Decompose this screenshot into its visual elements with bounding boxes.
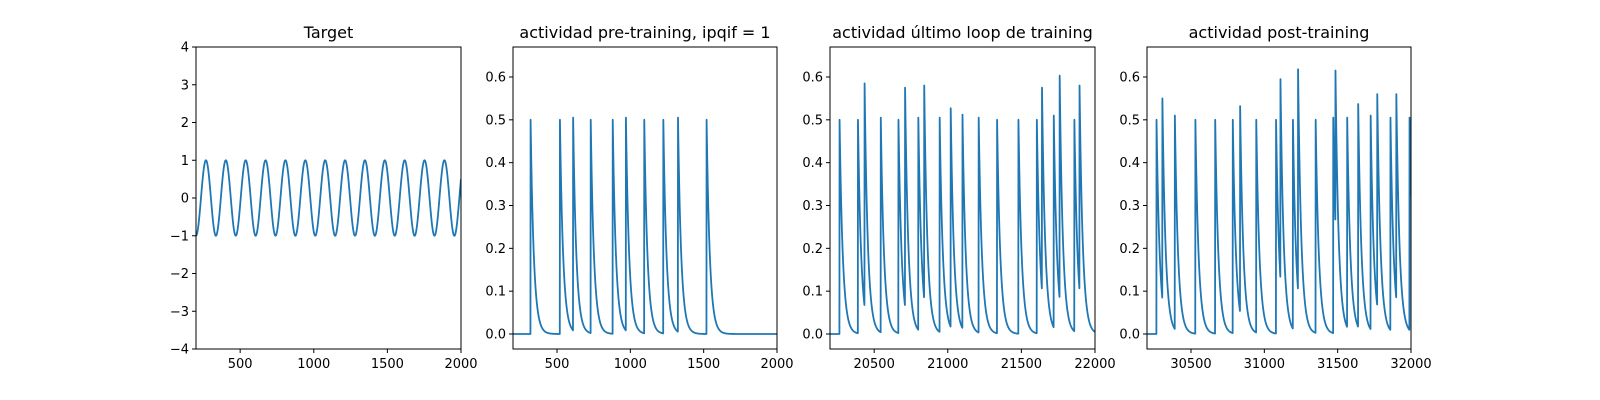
x-tick-label: 2000 — [444, 357, 477, 372]
y-tick-label: 0.6 — [1119, 70, 1140, 85]
subplot-4: 30500 31000 31500 32000 0.0 0.1 0.2 0.3 0.4 0.5 0.… — [1119, 23, 1431, 372]
subplot-1: 500 1000 1500 2000 −4 −3 −2 −1 0 1 2 3 4 Target — [170, 23, 478, 372]
x-tick-label: 1000 — [297, 357, 330, 372]
x-tick-label: 31500 — [1317, 357, 1358, 372]
y-tick-label: 0.0 — [1119, 328, 1140, 343]
y-tick-label: 0.2 — [802, 242, 823, 257]
series-line-1 — [196, 159, 461, 237]
y-tick-label: 0.5 — [802, 113, 823, 128]
series-line-1 — [1147, 68, 1411, 335]
y-tick-label: 0.0 — [485, 328, 506, 343]
y-tick-label: −3 — [170, 305, 189, 320]
y-tick-label: 0.6 — [485, 70, 506, 85]
y-tick-label: 0.0 — [802, 328, 823, 343]
y-tick-label: 0.4 — [485, 156, 506, 171]
x-tick-label: 1500 — [371, 357, 404, 372]
y-tick-label: −2 — [170, 267, 189, 282]
y-tick-label: 4 — [181, 41, 189, 56]
x-tick-label: 30500 — [1170, 357, 1211, 372]
x-tick-label: 22000 — [1074, 357, 1115, 372]
y-tick-label: 2 — [181, 116, 189, 131]
y-tick-label: 0.6 — [802, 70, 823, 85]
y-tick-label: −4 — [170, 343, 189, 358]
x-tick-label: 500 — [228, 357, 253, 372]
y-tick-label: 0.3 — [1119, 199, 1140, 214]
y-tick-label: 0.1 — [802, 285, 823, 300]
y-tick-label: 0.2 — [1119, 242, 1140, 257]
subplot-title: actividad último loop de training — [832, 23, 1093, 42]
x-tick-label: 2000 — [760, 357, 793, 372]
x-tick-label: 500 — [545, 357, 570, 372]
x-tick-label: 31000 — [1244, 357, 1285, 372]
subplot-2: 500 1000 1500 2000 0.0 0.1 0.2 0.3 0.4 0.5 0.6 acti… — [485, 23, 793, 372]
axes-frame — [512, 46, 778, 350]
axes-frame — [829, 46, 1096, 350]
subplot-title: actividad post-training — [1189, 23, 1370, 42]
x-tick-label: 1000 — [614, 357, 647, 372]
subplot-title: Target — [303, 23, 354, 42]
series-line-1 — [830, 74, 1095, 335]
x-tick-label: 32000 — [1390, 357, 1431, 372]
x-tick-label: 21000 — [927, 357, 968, 372]
series-line-1 — [513, 116, 777, 335]
y-tick-label: 0.5 — [1119, 113, 1140, 128]
y-tick-label: 0.1 — [1119, 285, 1140, 300]
y-tick-label: 0.1 — [485, 285, 506, 300]
y-tick-label: 1 — [181, 154, 189, 169]
y-tick-label: 0.3 — [485, 199, 506, 214]
y-tick-label: 0 — [181, 192, 189, 207]
y-tick-label: 0.4 — [1119, 156, 1140, 171]
x-tick-label: 20500 — [853, 357, 894, 372]
axes-frame — [195, 46, 462, 350]
axes-frame — [1146, 46, 1412, 350]
subplot-title: actividad pre-training, ipqif = 1 — [519, 23, 770, 42]
x-tick-label: 21500 — [1001, 357, 1042, 372]
subplot-3: 20500 21000 21500 22000 0.0 0.1 0.2 0.3 0.4 0.5 0.… — [802, 23, 1115, 372]
y-tick-label: 3 — [181, 78, 189, 93]
y-tick-label: 0.5 — [485, 113, 506, 128]
y-tick-label: −1 — [170, 229, 189, 244]
x-tick-label: 1500 — [687, 357, 720, 372]
y-tick-label: 0.2 — [485, 242, 506, 257]
y-tick-label: 0.3 — [802, 199, 823, 214]
y-tick-label: 0.4 — [802, 156, 823, 171]
